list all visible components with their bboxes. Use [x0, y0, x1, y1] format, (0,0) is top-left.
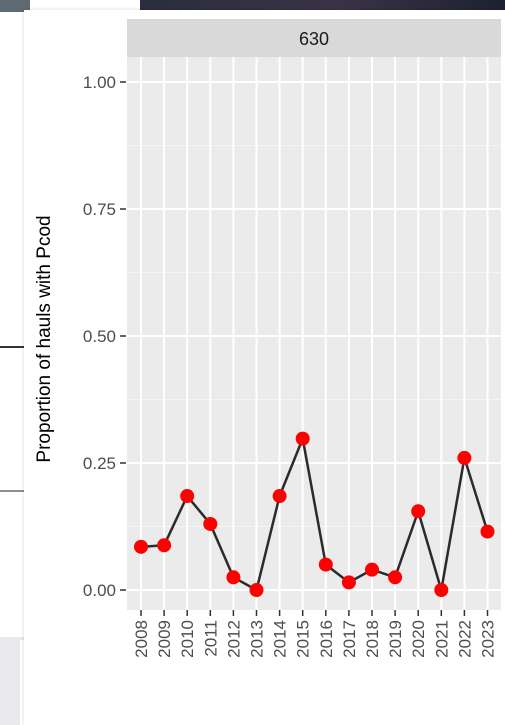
data-point	[272, 489, 287, 504]
y-tick-label: 0.50	[83, 327, 116, 346]
x-tick-label: 2017	[340, 620, 359, 658]
x-tick-label: 2020	[409, 620, 428, 658]
background-divider	[0, 346, 30, 348]
y-tick-label: 1.00	[83, 73, 116, 92]
data-point	[480, 524, 495, 539]
x-tick-label: 2019	[386, 620, 405, 658]
y-tick-label: 0.25	[83, 454, 116, 473]
data-point	[341, 575, 356, 590]
x-axis: 2008 2009 2010 2011 2012 2013 2014 2015 2016 2017…	[132, 610, 498, 658]
y-tick-label: 0.75	[83, 200, 116, 219]
x-tick-label: 2014	[271, 620, 290, 658]
data-series	[134, 431, 495, 597]
data-point	[365, 562, 379, 577]
x-tick-label: 2009	[155, 620, 174, 658]
facet-label: 630	[299, 29, 329, 49]
x-tick-label: 2008	[132, 620, 151, 658]
data-point	[411, 504, 426, 519]
data-point	[180, 489, 195, 504]
facet-strip	[127, 19, 501, 57]
x-tick-label: 2013	[248, 620, 267, 658]
y-axis: 0.00 0.25 0.50 0.75 1.00	[83, 73, 126, 600]
x-tick-label: 2012	[224, 620, 243, 658]
y-axis-title: Proportion of hauls with Pcod	[34, 215, 55, 462]
data-point	[457, 450, 472, 465]
data-point	[295, 431, 310, 446]
x-tick-label: 2010	[178, 620, 197, 658]
x-tick-label: 2023	[479, 620, 498, 658]
data-point	[134, 539, 148, 554]
background-divider	[0, 490, 30, 492]
gridlines	[127, 57, 501, 610]
x-tick-label: 2022	[455, 620, 474, 658]
data-point	[249, 583, 264, 597]
data-point	[434, 583, 449, 597]
data-point	[203, 516, 218, 531]
background-image-corner	[0, 0, 30, 12]
data-point	[157, 538, 172, 553]
x-tick-label: 2018	[363, 620, 382, 658]
x-tick-label: 2015	[294, 620, 313, 658]
data-point	[318, 557, 333, 572]
series-line	[140, 437, 489, 592]
data-point	[226, 570, 241, 585]
x-tick-label: 2021	[432, 620, 451, 658]
data-point	[388, 570, 403, 585]
x-tick-label: 2011	[201, 620, 220, 657]
x-tick-label: 2016	[317, 620, 336, 658]
y-tick-label: 0.00	[83, 581, 116, 600]
panel-background	[127, 57, 501, 610]
